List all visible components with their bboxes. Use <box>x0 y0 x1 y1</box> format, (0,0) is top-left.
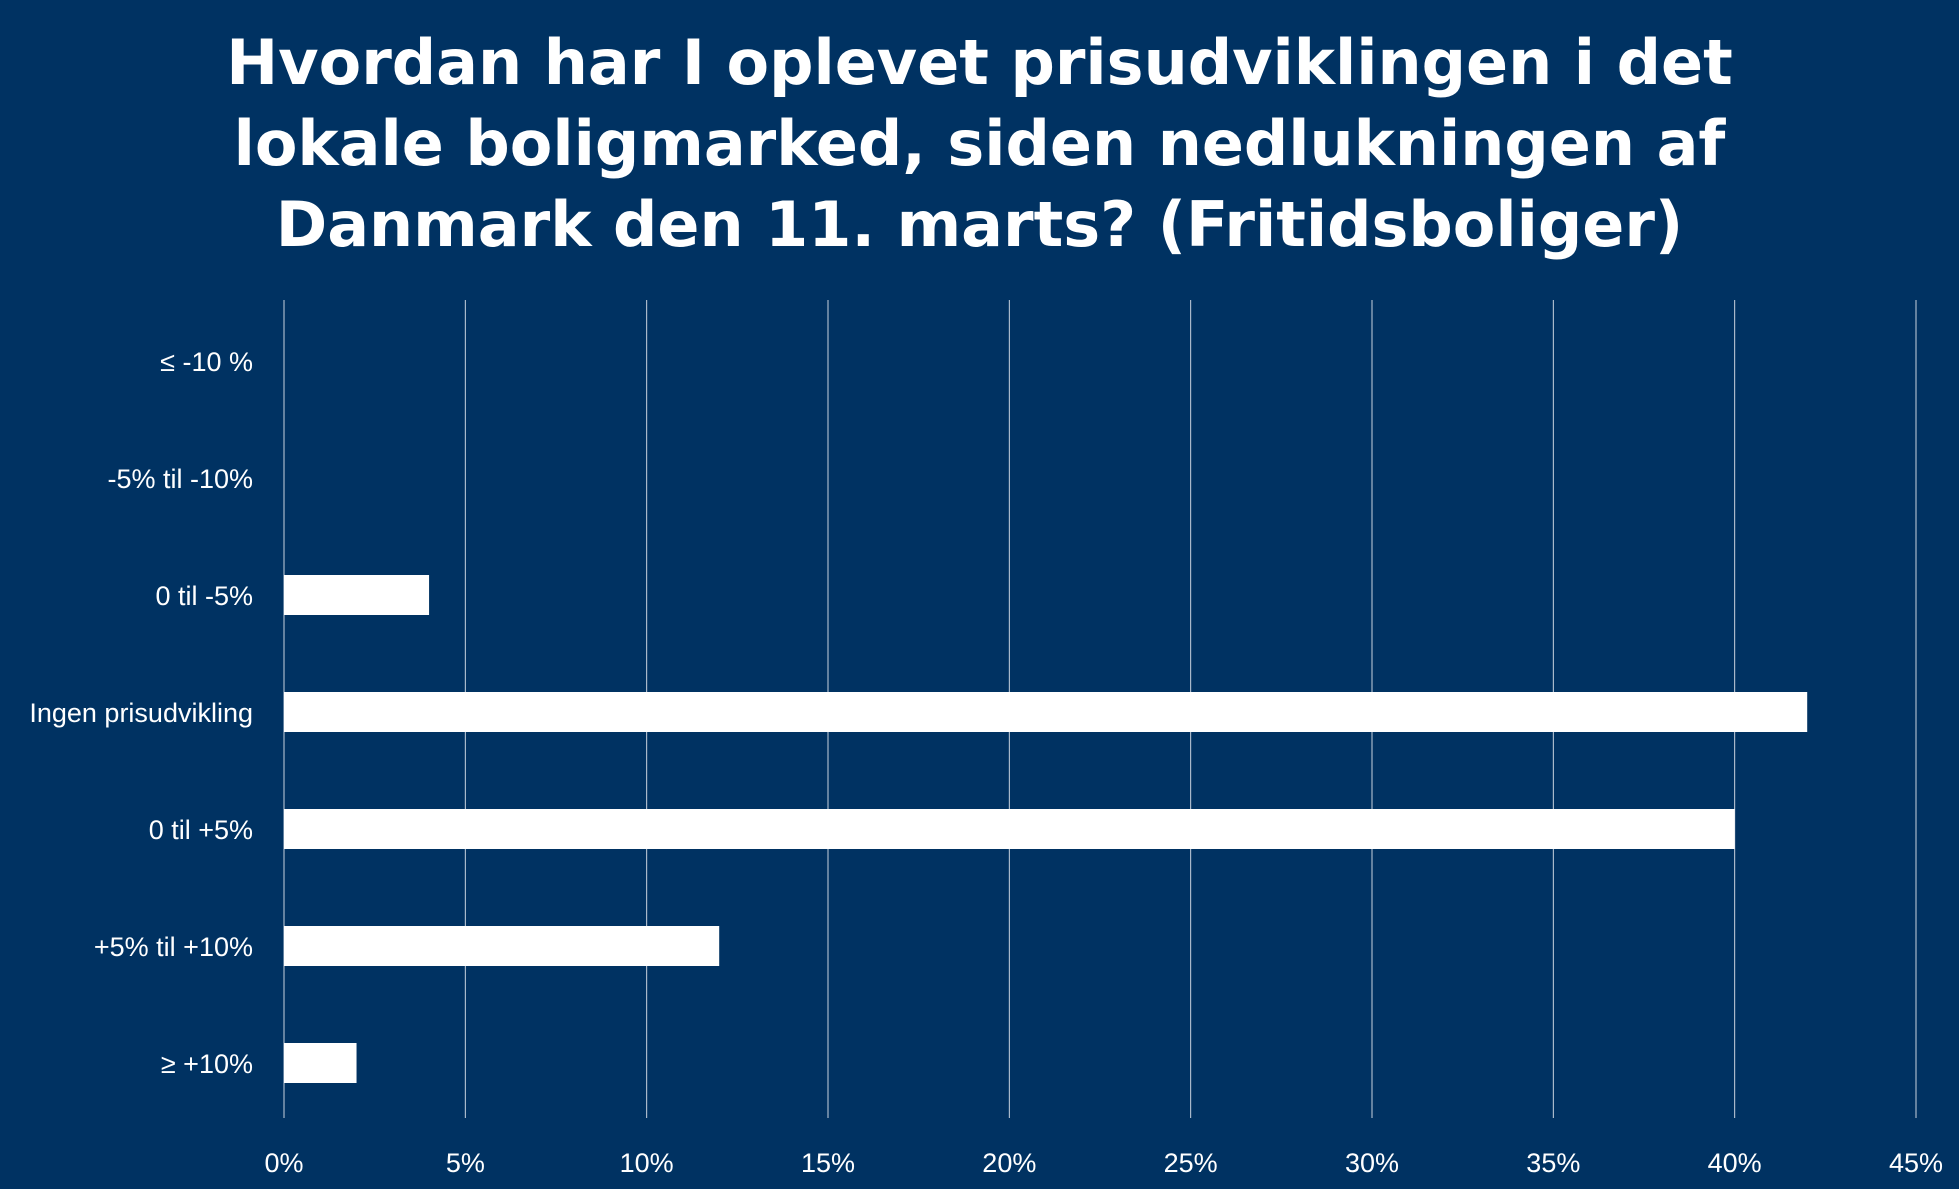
x-tick-label: 0% <box>264 1148 303 1178</box>
category-label: +5% til +10% <box>94 932 253 962</box>
bars <box>284 575 1808 1083</box>
x-tick-label: 30% <box>1345 1148 1399 1178</box>
category-label: ≥ +10% <box>161 1049 253 1079</box>
x-tick-label: 5% <box>446 1148 485 1178</box>
category-label: ≤ -10 % <box>160 347 253 377</box>
chart-title-line-1: Hvordan har I oplevet prisudviklingen i … <box>226 26 1733 99</box>
chart-title-line-2: lokale boligmarked, siden nedlukningen a… <box>233 107 1726 180</box>
x-tick-label: 35% <box>1526 1148 1580 1178</box>
category-label: -5% til -10% <box>107 464 253 494</box>
x-tick-label: 40% <box>1708 1148 1762 1178</box>
category-label: Ingen prisudvikling <box>29 698 253 728</box>
chart-title: Hvordan har I oplevet prisudviklingen i … <box>0 22 1959 265</box>
bar <box>284 692 1808 732</box>
x-tick-label: 10% <box>620 1148 674 1178</box>
category-label: 0 til -5% <box>155 581 253 611</box>
bar <box>284 926 720 966</box>
x-tick-label: 15% <box>801 1148 855 1178</box>
category-label: 0 til +5% <box>149 815 253 845</box>
category-labels: ≤ -10 % -5% til -10% 0 til -5% Ingen prisud… <box>29 347 253 1079</box>
x-tick-label: 45% <box>1889 1148 1943 1178</box>
bar <box>284 1043 357 1083</box>
x-axis-tick-labels: 0% 5% 10% 15% 20% 25% 30% 35% 40% 45% <box>264 1148 1943 1178</box>
bar <box>284 809 1735 849</box>
bar <box>284 575 430 615</box>
chart-title-line-3: Danmark den 11. marts? (Fritidsboliger) <box>275 188 1684 261</box>
x-tick-label: 20% <box>982 1148 1036 1178</box>
x-tick-label: 25% <box>1164 1148 1218 1178</box>
